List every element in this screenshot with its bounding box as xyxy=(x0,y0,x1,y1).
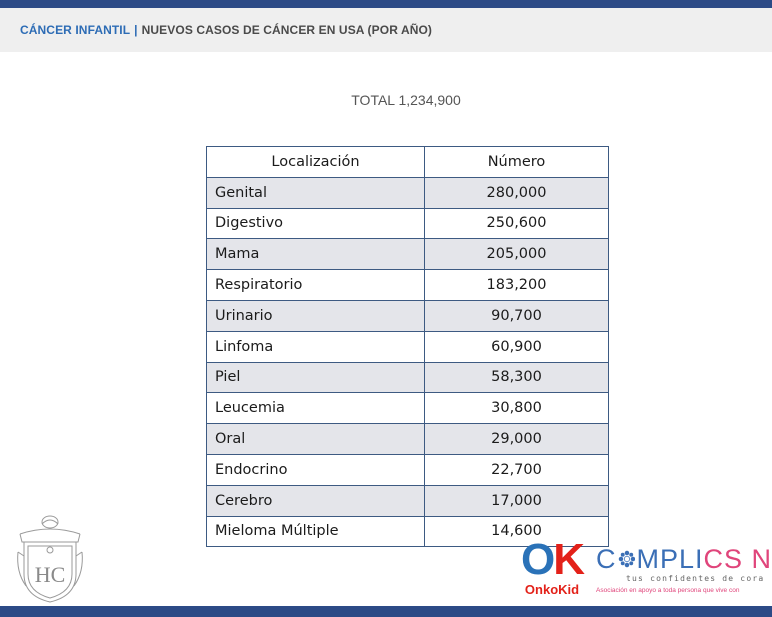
cell-numero: 17,000 xyxy=(424,484,609,517)
onkokid-label: OnkoKid xyxy=(524,582,580,597)
cell-numero: 90,700 xyxy=(424,299,609,332)
cell-numero: 280,000 xyxy=(424,176,609,209)
header-title-rest: NUEVOS CASOS DE CÁNCER EN USA (POR AÑO) xyxy=(141,23,433,37)
cell-localizacion: Linfoma xyxy=(206,330,425,363)
table-row: Linfoma 60,900 xyxy=(206,330,609,363)
complices-wordmark: C MPLI CS N xyxy=(596,544,772,574)
cell-localizacion: Leucemia xyxy=(206,392,425,425)
cell-localizacion: Cerebro xyxy=(206,484,425,517)
table-row: Leucemia 30,800 xyxy=(206,392,609,425)
ok-mark-k: K xyxy=(553,535,585,584)
cell-numero: 29,000 xyxy=(424,423,609,455)
cell-localizacion: Mama xyxy=(206,238,425,271)
cell-localizacion: Mieloma Múltiple xyxy=(206,515,425,548)
cell-localizacion: Piel xyxy=(206,361,425,394)
cell-numero: 22,700 xyxy=(424,453,609,486)
cell-numero: 60,900 xyxy=(424,330,609,363)
column-header-localizacion: Localización xyxy=(206,146,425,178)
table-header-row: Localización Número xyxy=(206,146,609,178)
complices-letters-tail: CS N xyxy=(703,544,772,574)
cancer-cases-table: Localización Número Genital 280,000 Diges… xyxy=(206,146,609,548)
ok-mark-o: O xyxy=(520,535,555,584)
table-row: Digestivo 250,600 xyxy=(206,207,609,240)
cell-numero: 250,600 xyxy=(424,207,609,240)
cell-localizacion: Genital xyxy=(206,176,425,209)
table-row: Mama 205,000 xyxy=(206,238,609,271)
cell-localizacion: Oral xyxy=(206,423,425,455)
bottom-accent-bar xyxy=(0,606,772,617)
table-row: Genital 280,000 xyxy=(206,176,609,209)
cell-numero: 58,300 xyxy=(424,361,609,394)
table-row: Urinario 90,700 xyxy=(206,299,609,332)
cell-localizacion: Digestivo xyxy=(206,207,425,240)
crest-monogram: HC xyxy=(35,562,66,587)
top-accent-bar xyxy=(0,0,772,8)
complices-letter-c: C xyxy=(596,544,617,574)
header-title-accent: CÁNCER INFANTIL xyxy=(20,23,131,37)
complices-slogan: Asociación en apoyo a toda persona que v… xyxy=(596,587,740,594)
table-row: Cerebro 17,000 xyxy=(206,484,609,517)
cell-numero: 30,800 xyxy=(424,392,609,425)
cell-numero: 205,000 xyxy=(424,238,609,271)
complices-letters-mpli: MPLI xyxy=(636,544,704,574)
cell-localizacion: Respiratorio xyxy=(206,269,425,301)
complices-tagline: tus confidentes de cora xyxy=(626,574,765,583)
table-row: Mieloma Múltiple 14,600 xyxy=(206,515,609,548)
total-label: TOTAL 1,234,900 xyxy=(351,92,461,108)
flower-icon xyxy=(618,550,635,568)
table-row: Piel 58,300 xyxy=(206,361,609,394)
complices-logo: C MPLI CS N tus confidentes de cora Asoc… xyxy=(596,544,772,600)
cell-numero: 183,200 xyxy=(424,269,609,301)
table-row: Oral 29,000 xyxy=(206,423,609,455)
slide-header: CÁNCER INFANTIL | NUEVOS CASOS DE CÁNCER… xyxy=(0,8,772,52)
table-row: Endocrino 22,700 xyxy=(206,453,609,486)
cell-localizacion: Urinario xyxy=(206,299,425,332)
column-header-numero: Número xyxy=(424,146,609,178)
cell-numero: 14,600 xyxy=(424,515,609,548)
table-row: Respiratorio 183,200 xyxy=(206,269,609,301)
university-crest-logo: HC xyxy=(17,515,83,603)
header-separator: | xyxy=(134,23,138,37)
cell-localizacion: Endocrino xyxy=(206,453,425,486)
